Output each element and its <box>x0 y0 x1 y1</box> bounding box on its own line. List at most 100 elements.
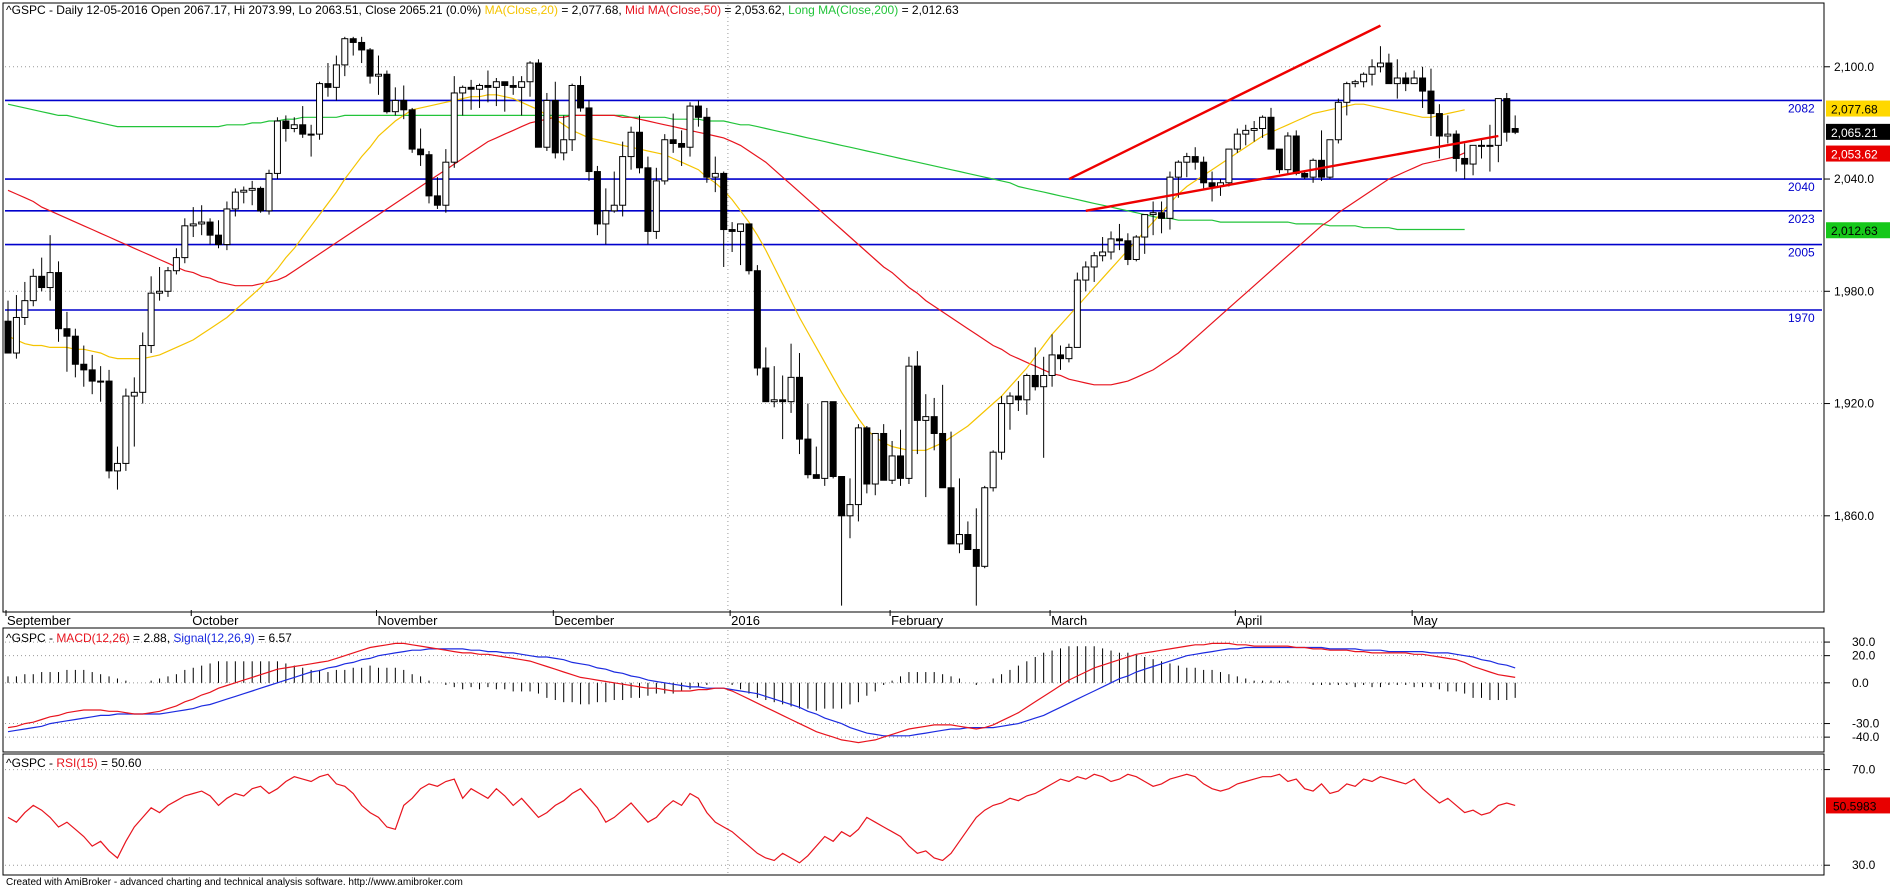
candle-body <box>509 84 517 88</box>
candle-body <box>795 376 803 440</box>
candle-body <box>63 328 71 337</box>
candle-body <box>1284 135 1292 171</box>
value-badge <box>1826 145 1890 162</box>
candle-body <box>812 474 820 479</box>
macd-panel: 30.020.0 0.0 -30.0-40.0 ^GSPC - MACD(12,26… <box>2 627 1880 753</box>
rsi-value: = 50.60 <box>101 756 142 770</box>
candle-body <box>863 427 871 485</box>
footer-credit: Created with AmiBroker - advanced charti… <box>6 877 463 888</box>
candle-body <box>829 401 837 478</box>
candle-body <box>97 380 105 383</box>
candle-body <box>930 416 938 434</box>
candle-body <box>113 462 121 472</box>
candle-body <box>1191 156 1199 163</box>
candle-body <box>627 131 635 158</box>
candle-body <box>804 438 812 476</box>
value-badge <box>1826 222 1890 239</box>
candle-body <box>1141 214 1149 238</box>
candle-body <box>29 275 37 302</box>
candle-body <box>1368 66 1376 75</box>
candle-body <box>745 223 753 272</box>
month-axis: September October November December 2016 Febr… <box>7 613 1438 628</box>
candle-body <box>880 432 888 481</box>
candle-body <box>1200 161 1208 184</box>
wedge-trendlines <box>1068 24 1499 213</box>
candle-body <box>1014 395 1022 401</box>
candle-body <box>779 399 787 403</box>
ma200-line <box>7 103 1465 231</box>
candle-body <box>1242 129 1250 135</box>
candle-body <box>425 154 433 197</box>
candle-body <box>1402 77 1410 85</box>
candle-body <box>1267 116 1275 150</box>
candle-body <box>703 116 711 178</box>
candle-body <box>1393 77 1401 85</box>
candle-body <box>998 403 1006 453</box>
candle-body <box>349 38 357 43</box>
price-header: ^GSPC - Daily 12-05-2016 Open 2067.17, H… <box>6 3 959 17</box>
candle-body <box>21 300 29 318</box>
candle-body <box>1259 116 1267 130</box>
candle-body <box>1292 135 1300 174</box>
macd-axis-label: 30.0 <box>1852 635 1876 649</box>
candle-body <box>164 270 172 292</box>
rsi-y-axis: 70.0 30.0 50.5983 <box>1824 763 1890 872</box>
candle-body <box>543 99 551 148</box>
candle-body <box>341 38 349 66</box>
candle-body <box>1099 251 1107 257</box>
candle-body <box>1149 212 1157 216</box>
value-badge-label: 2,053.62 <box>1831 148 1878 162</box>
rsi-line <box>7 773 1516 864</box>
candle-body <box>728 229 736 232</box>
macd-value: = 2.88, <box>133 631 173 645</box>
ma20-line <box>7 94 1465 451</box>
candle-body <box>610 204 618 212</box>
candle-body <box>1410 77 1418 85</box>
candle-body <box>981 487 989 567</box>
candle-body <box>139 345 147 393</box>
candle-body <box>1275 148 1283 171</box>
candle-body <box>391 99 399 113</box>
candle-body <box>711 172 719 178</box>
price-axis-label: 1,980.0 <box>1834 284 1874 298</box>
candle-body <box>433 195 441 206</box>
candle-body <box>897 455 905 479</box>
candle-body <box>989 451 997 489</box>
macd-header-prefix: ^GSPC - <box>6 631 56 645</box>
candle-body <box>568 84 576 141</box>
candle-body <box>526 62 534 83</box>
candle-body <box>231 191 239 210</box>
candle-body <box>1158 212 1166 219</box>
candle-body <box>1452 133 1460 159</box>
macd-line <box>7 642 1516 744</box>
candle-body <box>1208 182 1216 188</box>
candle-body <box>1233 133 1241 150</box>
candle-body <box>408 109 416 150</box>
candle-body <box>1183 156 1191 163</box>
candle-body <box>1326 139 1334 178</box>
candle-body <box>206 221 214 236</box>
candle-body <box>1478 144 1485 147</box>
candle-body <box>459 86 467 94</box>
candle-body <box>518 81 526 88</box>
candle-body <box>316 83 324 135</box>
horizontal-levels: 2082 2040 2023 2005 1970 <box>5 99 1822 325</box>
candle-body <box>450 92 458 163</box>
candle-body <box>374 73 382 77</box>
candle-body <box>1385 62 1393 85</box>
candle-body <box>551 99 559 154</box>
candle-body <box>1057 354 1064 360</box>
wedge-lower-line <box>1085 134 1499 213</box>
candle-body <box>1006 395 1014 405</box>
candle-body <box>366 49 374 77</box>
rsi-header-prefix: ^GSPC - <box>6 756 56 770</box>
price-header-prefix: ^GSPC - Daily 12-05-2016 Open 2067.17, H… <box>6 3 481 17</box>
signal-line <box>7 646 1516 737</box>
signal-value: = 6.57 <box>258 631 292 645</box>
candle-body <box>147 292 155 347</box>
candle-body <box>838 476 846 517</box>
candle-body <box>593 171 601 225</box>
macd-axis-label: -40.0 <box>1852 730 1880 744</box>
rsi-axis-label: 70.0 <box>1852 763 1876 777</box>
